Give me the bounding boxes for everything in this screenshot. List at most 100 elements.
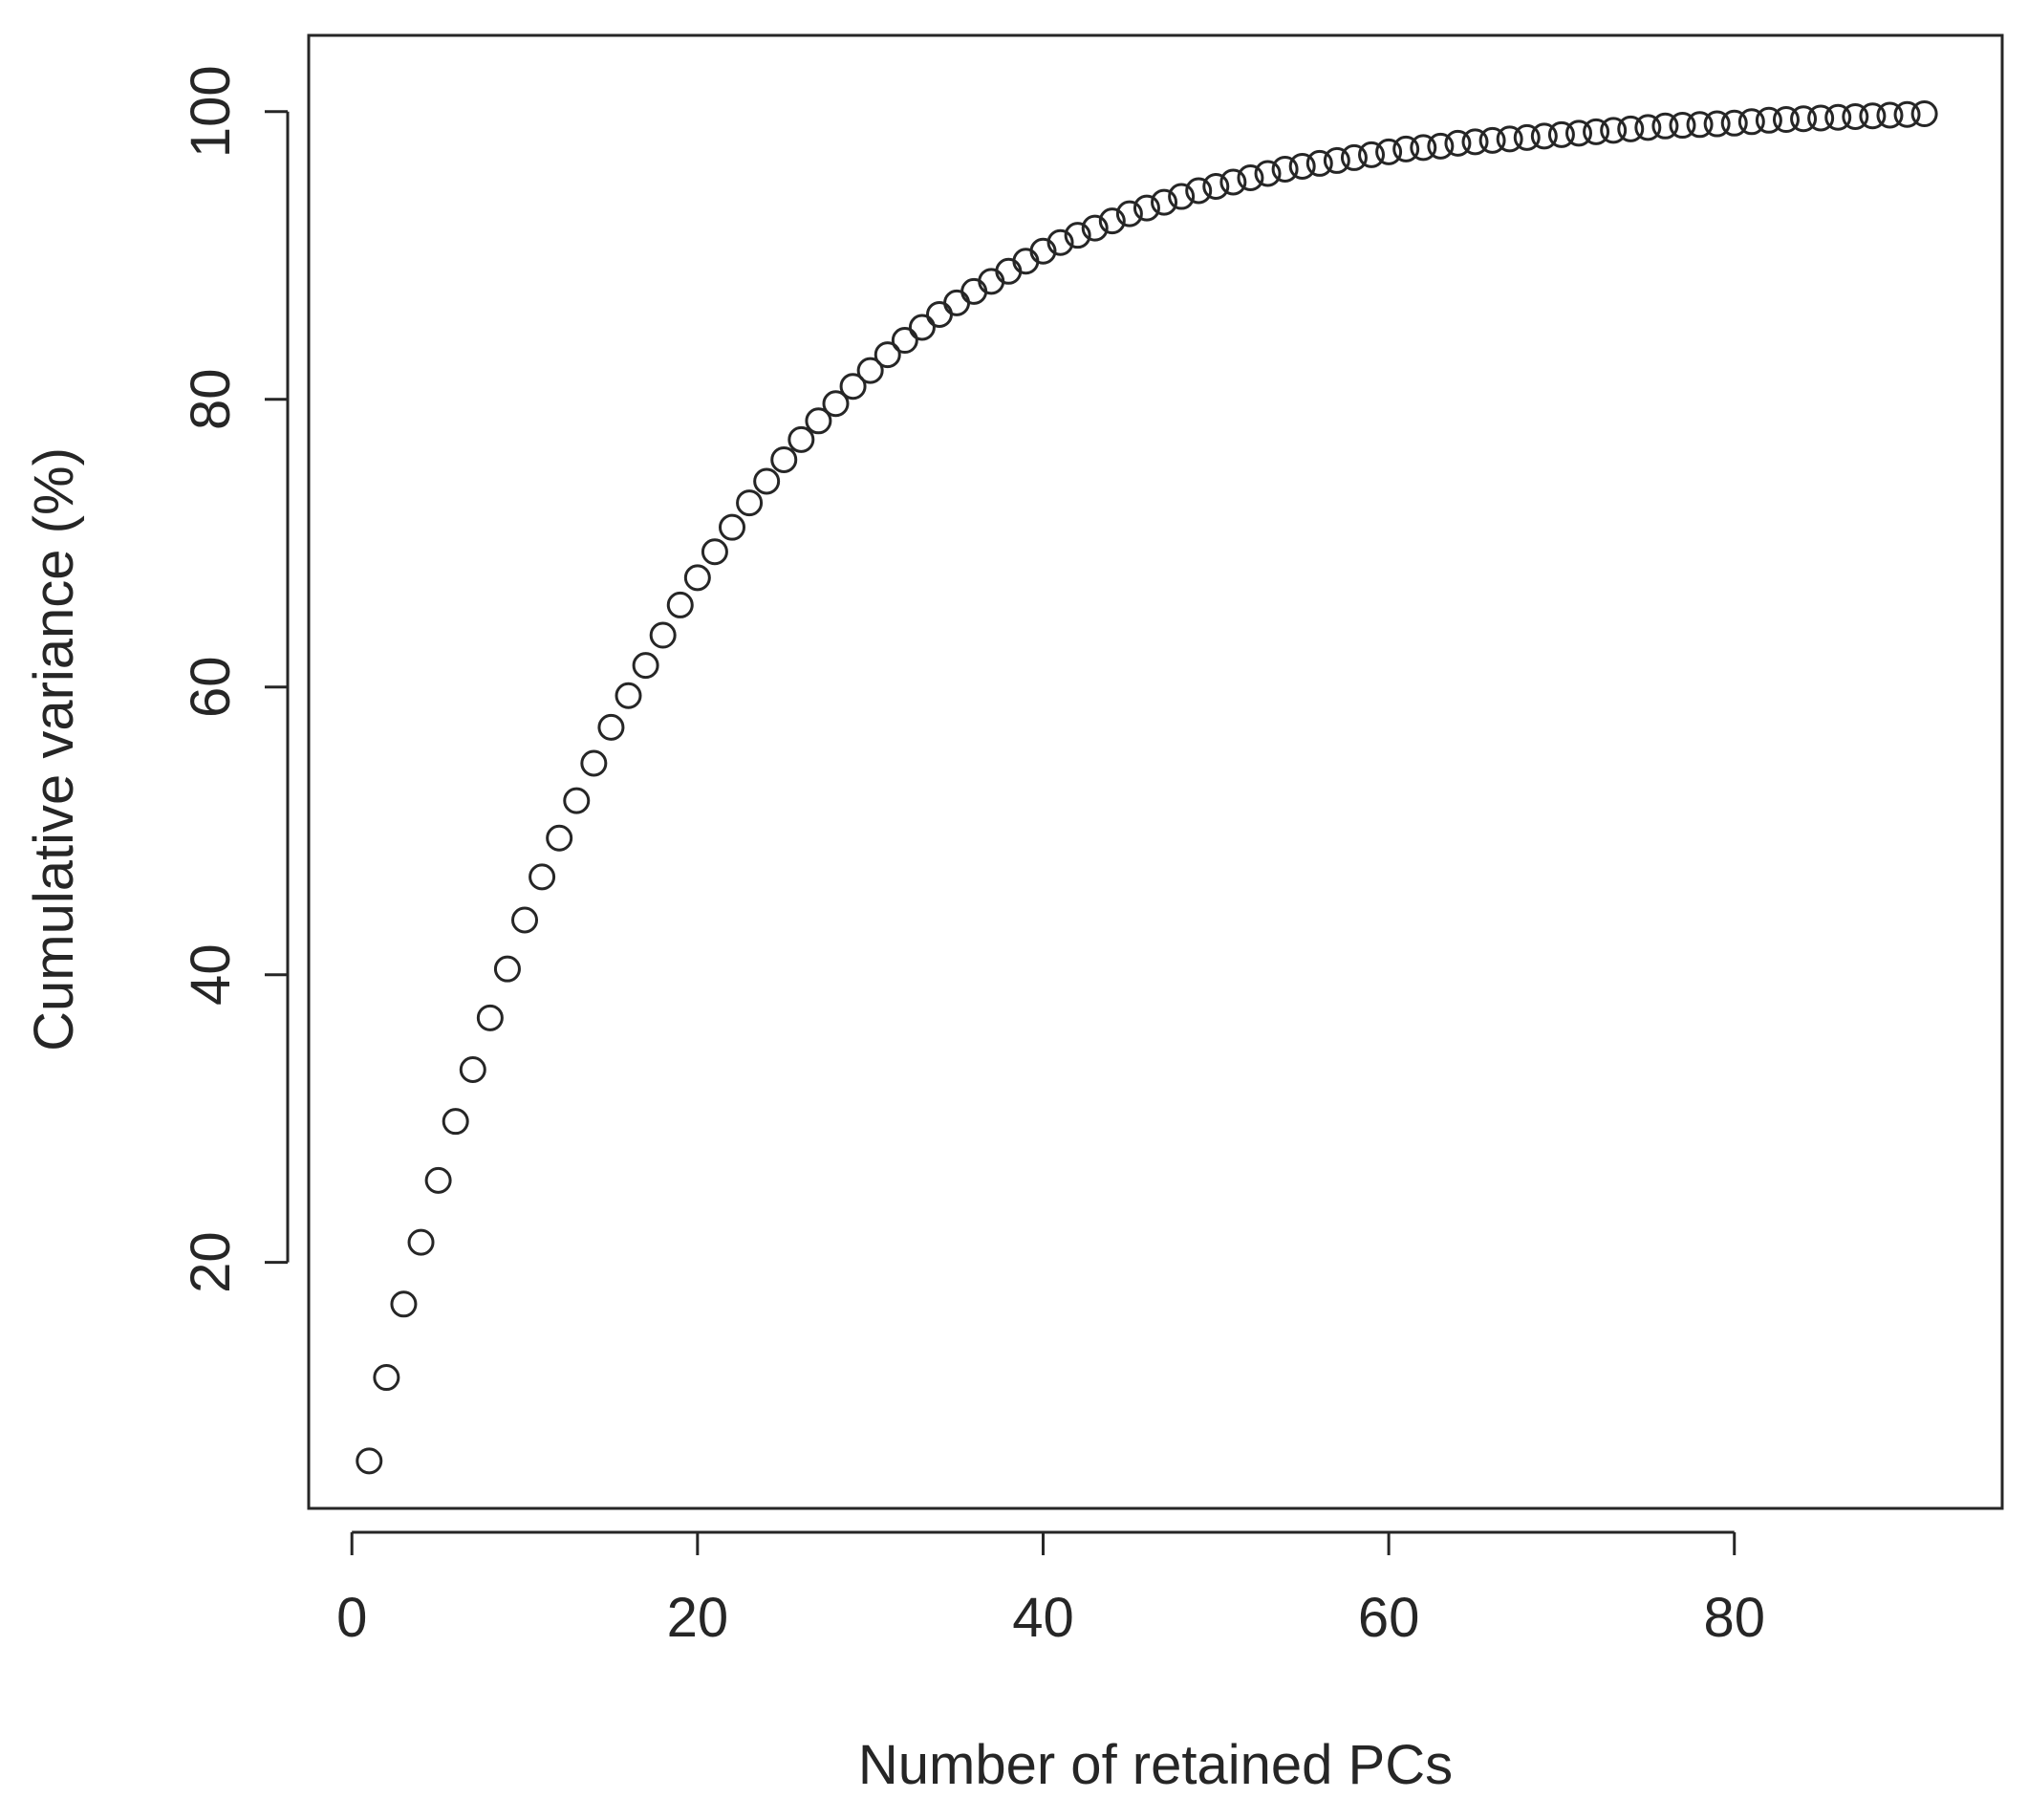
y-axis: 20 40 60 80 100	[180, 65, 290, 1293]
data-point	[787, 425, 815, 453]
data-point	[649, 621, 677, 649]
data-point	[1133, 194, 1160, 222]
data-point	[424, 1166, 452, 1194]
x-tick-label: 40	[1012, 1587, 1074, 1649]
data-point	[476, 1004, 504, 1031]
y-axis-title: Cumulative variance (%)	[23, 447, 85, 1051]
x-tick-label: 60	[1358, 1587, 1420, 1649]
data-point	[1790, 105, 1818, 133]
data-point	[1513, 123, 1541, 151]
data-point	[1617, 115, 1645, 142]
data-point	[1686, 111, 1714, 139]
y-tick-label: 40	[180, 943, 242, 1006]
data-point	[1168, 183, 1196, 210]
data-point	[356, 1447, 383, 1475]
data-point	[1669, 112, 1696, 140]
x-tick-label: 20	[667, 1587, 729, 1649]
data-point	[1461, 128, 1489, 156]
y-tick-label: 60	[180, 656, 242, 718]
data-point	[1444, 129, 1472, 157]
x-axis: 0 20 40 60 80	[336, 1530, 1765, 1649]
data-point	[563, 787, 591, 814]
data-point	[1340, 143, 1368, 171]
data-point	[1737, 108, 1765, 136]
data-point	[1703, 110, 1731, 138]
data-point	[1478, 126, 1506, 154]
data-point	[1634, 114, 1662, 141]
data-point	[615, 682, 642, 709]
data-point	[1115, 200, 1143, 228]
data-point	[683, 564, 711, 592]
data-point	[925, 300, 953, 328]
data-point	[1151, 188, 1178, 216]
data-point	[442, 1108, 469, 1136]
plot-frame	[307, 33, 2004, 1510]
data-points	[356, 100, 1938, 1475]
data-point	[1876, 101, 1904, 129]
data-point	[1720, 109, 1748, 137]
data-point	[1029, 237, 1057, 265]
data-point	[891, 327, 918, 355]
data-point	[1410, 134, 1437, 162]
data-point	[736, 489, 764, 517]
data-point	[701, 538, 728, 566]
data-point	[1358, 141, 1386, 168]
data-point	[839, 373, 867, 401]
x-tick-label: 80	[1703, 1587, 1765, 1649]
data-point	[1910, 100, 1938, 128]
data-point	[908, 314, 936, 341]
data-point	[597, 713, 625, 741]
data-point	[1185, 177, 1213, 205]
data-point	[995, 257, 1023, 285]
data-point	[1824, 103, 1852, 131]
data-point	[373, 1364, 400, 1392]
data-point	[511, 906, 539, 934]
data-point	[1202, 173, 1230, 201]
data-point	[1772, 106, 1800, 134]
data-point	[459, 1056, 486, 1084]
data-point	[1583, 118, 1610, 145]
data-point	[1392, 135, 1420, 162]
data-point	[1375, 138, 1403, 165]
y-tick-label: 100	[180, 65, 242, 158]
data-point	[856, 357, 884, 384]
data-point	[1323, 146, 1350, 174]
data-point	[1807, 104, 1835, 132]
data-point	[960, 277, 988, 305]
data-point	[1600, 117, 1628, 144]
data-point	[407, 1228, 435, 1256]
data-point	[666, 591, 694, 618]
data-point	[805, 407, 832, 435]
data-point	[529, 863, 556, 891]
data-point	[753, 467, 781, 495]
y-tick-label: 20	[180, 1231, 242, 1293]
data-point	[822, 390, 850, 418]
data-point	[1427, 132, 1455, 160]
data-point	[1254, 160, 1282, 187]
data-point	[1496, 125, 1523, 153]
data-point	[719, 513, 745, 541]
data-point	[1859, 102, 1887, 130]
data-point	[1046, 228, 1074, 256]
data-point	[390, 1290, 418, 1318]
data-point	[1755, 106, 1782, 134]
data-point	[978, 268, 1005, 295]
data-point	[1064, 222, 1091, 249]
data-point	[1081, 214, 1109, 242]
data-point	[1842, 103, 1869, 131]
data-point	[580, 749, 608, 777]
data-point	[1893, 100, 1921, 128]
data-point	[770, 445, 798, 473]
data-point	[493, 955, 521, 983]
data-point	[1219, 168, 1247, 196]
data-point	[1305, 149, 1333, 177]
data-point	[546, 824, 573, 852]
y-tick-label: 80	[180, 368, 242, 430]
data-point	[1098, 207, 1126, 235]
data-point	[1237, 163, 1264, 191]
data-point	[874, 341, 901, 369]
data-point	[1565, 119, 1592, 147]
data-point	[1547, 120, 1575, 148]
x-tick-label: 0	[336, 1587, 367, 1649]
